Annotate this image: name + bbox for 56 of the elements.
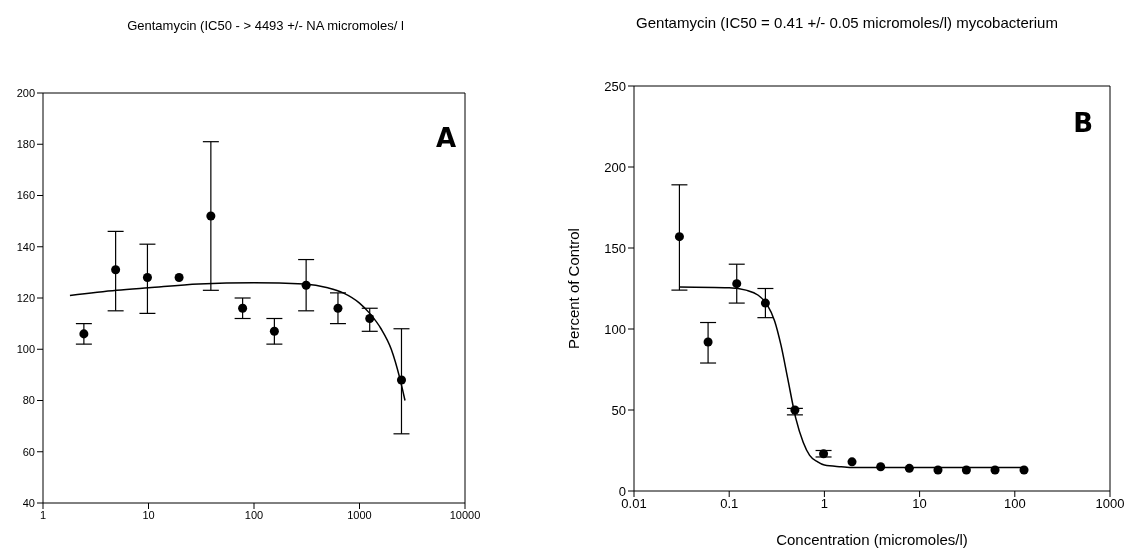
point	[396, 375, 406, 385]
y-tick-label: 0	[618, 483, 626, 499]
point	[819, 449, 829, 459]
annotation: A	[435, 123, 456, 153]
y-tick-label: 120	[16, 291, 35, 304]
y-tick-label: 40	[22, 496, 35, 509]
point	[269, 326, 279, 336]
y-tick-label: 150	[604, 240, 626, 256]
point	[142, 272, 152, 283]
x-tick-label: 1000	[347, 508, 372, 521]
y-axis-title: Percent of Control	[565, 228, 583, 349]
point	[365, 313, 375, 324]
y-tick-label: 80	[22, 394, 35, 407]
point	[760, 298, 770, 308]
point	[206, 211, 216, 221]
chart-title: Gentamycin (IC50 = 0.41 +/- 0.05 micromoles/l) mycobacterium	[635, 14, 1059, 31]
x-tick-label: 10	[912, 496, 927, 512]
chart-title: Gentamycin (IC50 - > 4493 +/- NA micromoles/ l	[126, 18, 405, 33]
point	[79, 329, 89, 339]
x-tick-label: 10000	[449, 508, 481, 521]
point	[904, 463, 914, 473]
point	[174, 272, 184, 283]
x-tick-label: 100	[1003, 496, 1026, 512]
x-tick-label: 0.1	[720, 496, 739, 512]
x-tick-label: 100	[244, 508, 264, 521]
point	[238, 303, 248, 313]
point	[111, 265, 121, 275]
point	[876, 462, 886, 472]
point	[301, 280, 311, 290]
y-tick-label: 250	[604, 78, 626, 94]
y-tick-label: 180	[16, 138, 35, 151]
point	[674, 232, 684, 242]
point	[703, 337, 713, 347]
x-tick-label: 10	[142, 508, 155, 521]
y-tick-label: 60	[22, 445, 35, 458]
x-tick-label: 1	[820, 496, 829, 512]
point	[847, 457, 857, 467]
x-tick-label: 1000	[1095, 496, 1125, 512]
point	[790, 405, 800, 415]
point	[990, 465, 1000, 475]
point	[732, 279, 742, 289]
y-tick-label: 100	[16, 343, 35, 356]
y-tick-label: 200	[604, 159, 626, 175]
y-tick-label: 100	[604, 321, 626, 337]
point	[1019, 465, 1029, 475]
y-tick-label: 140	[16, 240, 35, 253]
point	[933, 465, 943, 475]
y-tick-label: 50	[611, 402, 626, 418]
point	[333, 303, 343, 313]
annotation: B	[1073, 108, 1093, 138]
x-axis-title: Concentration (micromoles/l)	[776, 531, 968, 548]
y-tick-label: 200	[16, 86, 35, 99]
x-tick-label: 1	[39, 508, 47, 521]
x-tick-label: 0.01	[621, 496, 647, 512]
point	[961, 465, 971, 475]
y-tick-label: 160	[16, 189, 35, 202]
